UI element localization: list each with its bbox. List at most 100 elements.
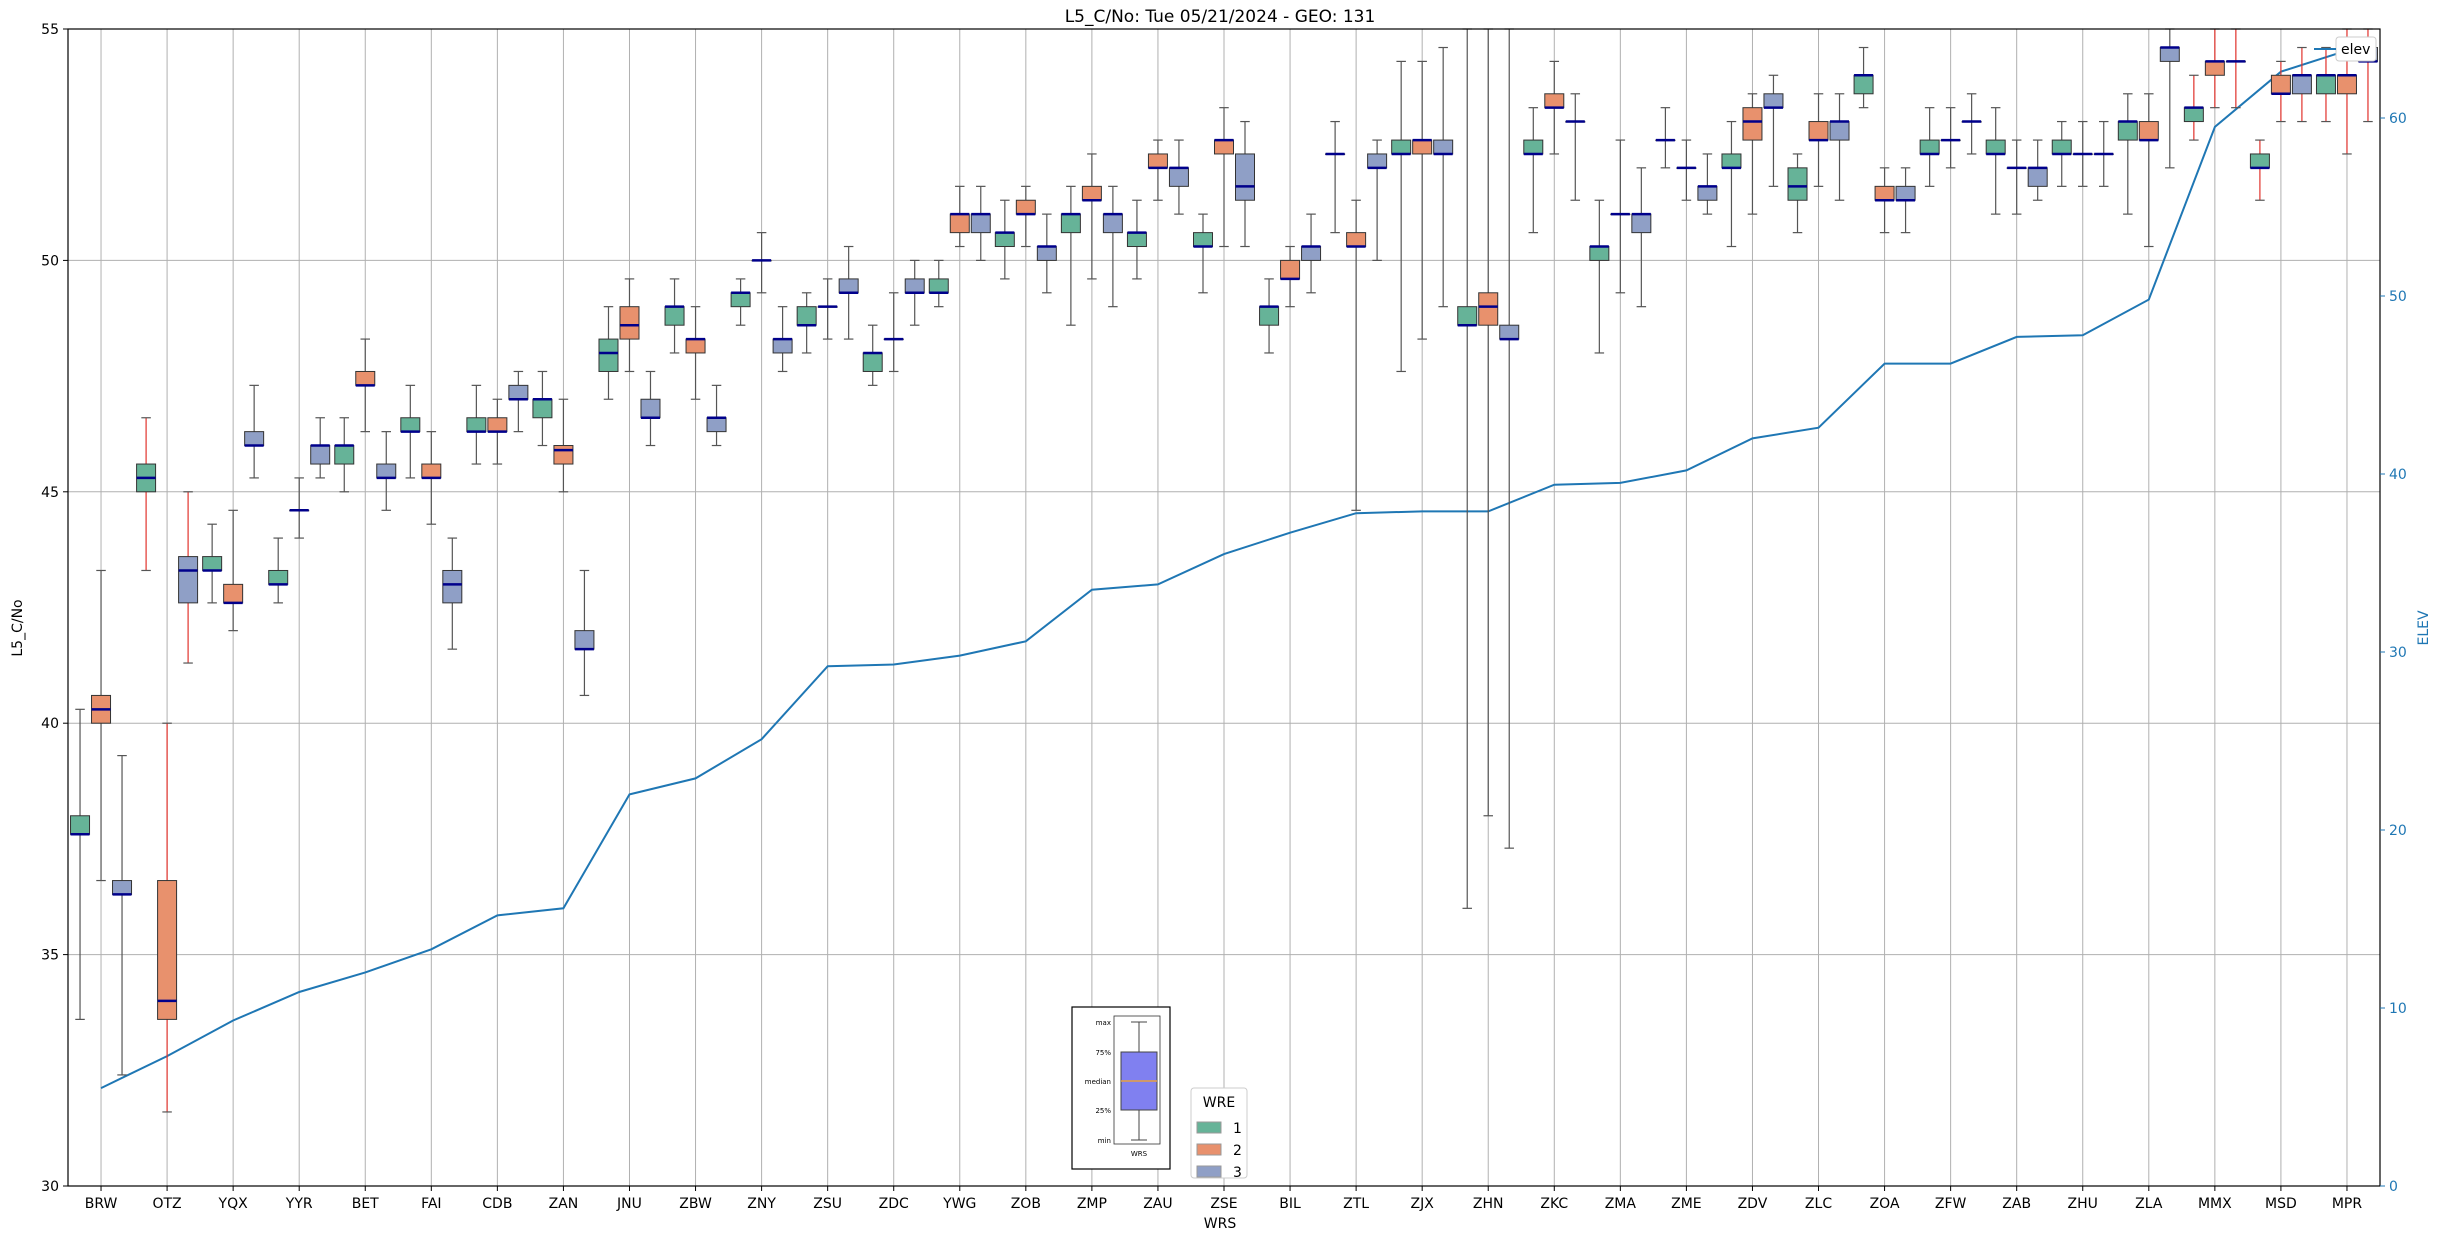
wre-legend-swatch-1 xyxy=(1196,1121,1222,1134)
x-tick-label: FAI xyxy=(421,1196,441,1212)
box-zsu-wre2 xyxy=(817,278,838,340)
x-axis-label: WRS xyxy=(1204,1216,1237,1232)
box-key-label: max xyxy=(1096,1019,1111,1027)
box-zme-wre2 xyxy=(1676,139,1697,201)
box-body xyxy=(796,306,817,326)
box-body xyxy=(1433,139,1454,155)
box-zla-wre3 xyxy=(2159,28,2180,169)
box-zab-wre3 xyxy=(2027,139,2048,201)
box-cdb-wre1 xyxy=(466,384,487,465)
box-zme-wre1 xyxy=(1655,107,1676,169)
box-zny-wre1 xyxy=(730,278,751,326)
box-zjx-wre3 xyxy=(1433,46,1454,308)
box-zjx-wre1 xyxy=(1391,60,1412,373)
box-zkc-wre1 xyxy=(1523,107,1544,234)
x-tick-label: MSD xyxy=(2265,1196,2297,1212)
box-body xyxy=(1499,324,1520,340)
box-zmp-wre1 xyxy=(1060,185,1081,326)
x-tick-label: ZMA xyxy=(1605,1196,1637,1212)
box-body xyxy=(355,370,376,386)
box-body xyxy=(1147,153,1168,169)
box-zoa-wre1 xyxy=(1853,46,1874,109)
box-brw-wre2 xyxy=(91,569,112,882)
box-zbw-wre3 xyxy=(706,384,727,447)
box-body xyxy=(268,569,289,585)
box-bet-wre2 xyxy=(355,338,376,433)
box-zau-wre3 xyxy=(1168,139,1189,215)
box-body xyxy=(421,463,442,479)
box-zan-wre2 xyxy=(553,398,574,493)
box-brw-wre3 xyxy=(112,754,133,1076)
x-tick-label: CDB xyxy=(482,1196,512,1212)
box-jnu-wre1 xyxy=(598,306,619,400)
box-body xyxy=(1280,259,1301,280)
box-zab-wre1 xyxy=(1985,107,2006,215)
box-body xyxy=(1412,139,1433,155)
box-zdc-wre1 xyxy=(862,324,883,386)
box-body xyxy=(640,398,661,419)
box-body xyxy=(442,569,463,604)
elev-legend-label: elev xyxy=(2341,42,2370,58)
box-zfw-wre2 xyxy=(1940,107,1961,169)
box-body xyxy=(1808,121,1829,141)
x-tick-label: BRW xyxy=(85,1196,118,1212)
box-zdv-wre1 xyxy=(1721,120,1742,248)
box-body xyxy=(2027,167,2048,187)
box-body xyxy=(2159,47,2180,62)
box-body xyxy=(1985,139,2006,155)
chart-title: L5_C/No: Tue 05/21/2024 - GEO: 131 xyxy=(1065,7,1376,27)
box-body xyxy=(1301,246,1322,261)
box-bil-wre3 xyxy=(1301,213,1322,294)
box-body xyxy=(2183,107,2204,123)
box-body xyxy=(376,463,397,479)
box-zan-wre3 xyxy=(574,569,595,697)
y-tick-label: 55 xyxy=(41,22,59,38)
y-axis-label: L5_C/No xyxy=(10,599,26,656)
box-zjx-wre2 xyxy=(1412,60,1433,340)
box-zlc-wre1 xyxy=(1787,153,1808,234)
box-zau-wre1 xyxy=(1126,199,1147,280)
box-ywg-wre1 xyxy=(928,259,949,308)
box-body xyxy=(1478,292,1499,326)
box-body xyxy=(664,306,685,326)
box-zkc-wre3 xyxy=(1565,93,1586,201)
box-body xyxy=(2051,139,2072,155)
x-tick-label: ZAN xyxy=(549,1196,579,1212)
box-body xyxy=(2270,74,2291,95)
box-msd-wre3 xyxy=(2291,46,2312,123)
box-zfw-wre3 xyxy=(1961,93,1982,155)
box-body xyxy=(244,431,265,447)
box-body xyxy=(1367,153,1388,169)
box-body xyxy=(1874,185,1895,201)
wre-legend-swatch-3 xyxy=(1196,1165,1222,1178)
box-body xyxy=(1895,185,1916,201)
box-ywg-wre2 xyxy=(949,185,970,248)
box-otz-wre1 xyxy=(136,417,157,572)
x-tick-label: ZOA xyxy=(1870,1196,1900,1212)
box-body xyxy=(574,630,595,650)
box-zsu-wre3 xyxy=(838,245,859,340)
box-yqx-wre2 xyxy=(223,509,244,632)
box-zkc-wre2 xyxy=(1544,60,1565,155)
y2-tick-label: 10 xyxy=(2389,1001,2407,1017)
box-body xyxy=(1214,139,1234,155)
box-fai-wre1 xyxy=(400,384,421,479)
box-body xyxy=(223,583,244,604)
x-tick-label: ZKC xyxy=(1540,1196,1568,1212)
box-zob-wre3 xyxy=(1036,213,1057,294)
box-body xyxy=(310,445,331,465)
box-zhu-wre2 xyxy=(2072,120,2093,187)
box-body xyxy=(70,815,91,835)
box-body xyxy=(334,445,355,465)
elev-legend: elev xyxy=(2314,36,2377,62)
box-zdv-wre3 xyxy=(1763,74,1784,187)
box-bil-wre2 xyxy=(1280,245,1301,308)
box-body xyxy=(202,556,223,571)
box-body xyxy=(838,278,859,294)
x-tick-label: ZBW xyxy=(679,1196,712,1212)
box-body xyxy=(1081,185,1102,201)
box-zmp-wre3 xyxy=(1102,185,1123,308)
box-body xyxy=(1126,232,1147,248)
box-fai-wre3 xyxy=(442,537,463,650)
box-body xyxy=(928,278,949,294)
